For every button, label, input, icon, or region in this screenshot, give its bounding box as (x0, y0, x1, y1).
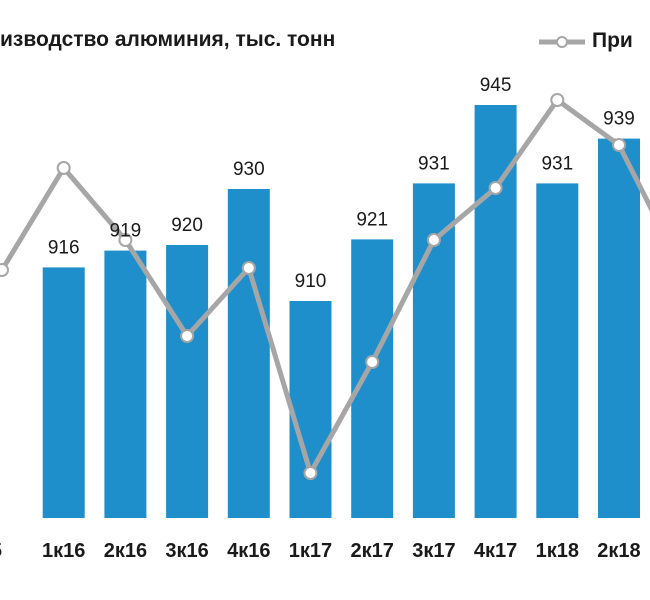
x-tick-2: 2к16 (104, 540, 147, 562)
line-series-legend-label: При (592, 29, 633, 52)
x-tick-0: 5 (0, 540, 2, 562)
line-point-9 (550, 93, 565, 107)
bar-series-legend-label: изводство алюминия, тыс. тонн (0, 28, 336, 51)
x-tick-4: 4к16 (227, 540, 270, 562)
data-label-1: 916 (48, 237, 80, 258)
x-tick-10: 2к18 (597, 540, 640, 562)
line-point-2 (118, 233, 133, 247)
bar-6 (351, 239, 394, 518)
data-label-10: 939 (603, 109, 635, 130)
x-tick-3: 3к16 (165, 540, 208, 562)
line-point-7 (426, 233, 441, 247)
bar-1 (42, 267, 85, 518)
line-point-5 (303, 466, 318, 480)
x-tick-6: 2к17 (351, 540, 394, 562)
bar-9 (536, 183, 579, 518)
x-tick-5: 1к17 (289, 540, 332, 562)
data-label-6: 921 (356, 209, 388, 230)
bar-10 (598, 138, 640, 518)
data-label-9: 931 (541, 153, 573, 174)
bar-4 (227, 189, 270, 518)
data-label-3: 920 (171, 215, 203, 236)
data-label-2: 919 (110, 221, 142, 242)
line-point-3 (180, 329, 195, 343)
line-legend-marker-icon (539, 36, 585, 48)
x-tick-1: 1к16 (42, 540, 85, 562)
bar-5 (289, 301, 332, 518)
line-point-0 (0, 263, 9, 277)
line-series-path (0, 97, 650, 476)
x-tick-7: 3к17 (412, 540, 455, 562)
x-axis-ticks-group: 5 1к16 2к16 3к16 4к16 1к17 2к17 3к17 4к17 1к18 2к1… (0, 540, 641, 562)
data-label-7: 931 (418, 153, 450, 174)
x-tick-8: 4к17 (474, 540, 517, 562)
data-label-5: 910 (295, 271, 327, 292)
line-point-4 (241, 261, 256, 275)
line-point-1 (56, 161, 71, 175)
data-label-8: 945 (480, 75, 512, 96)
line-point-8 (488, 181, 503, 195)
bars-group (42, 105, 640, 518)
bar-2 (104, 250, 147, 518)
data-label-4: 930 (233, 159, 265, 180)
x-tick-9: 1к18 (536, 540, 579, 562)
line-point-6 (365, 355, 380, 369)
data-labels-group: 91691992093091092193194593193994 (48, 75, 635, 292)
line-series-group (0, 93, 650, 480)
bar-8 (474, 105, 517, 518)
bar-3 (166, 245, 209, 518)
line-point-10 (612, 138, 626, 152)
